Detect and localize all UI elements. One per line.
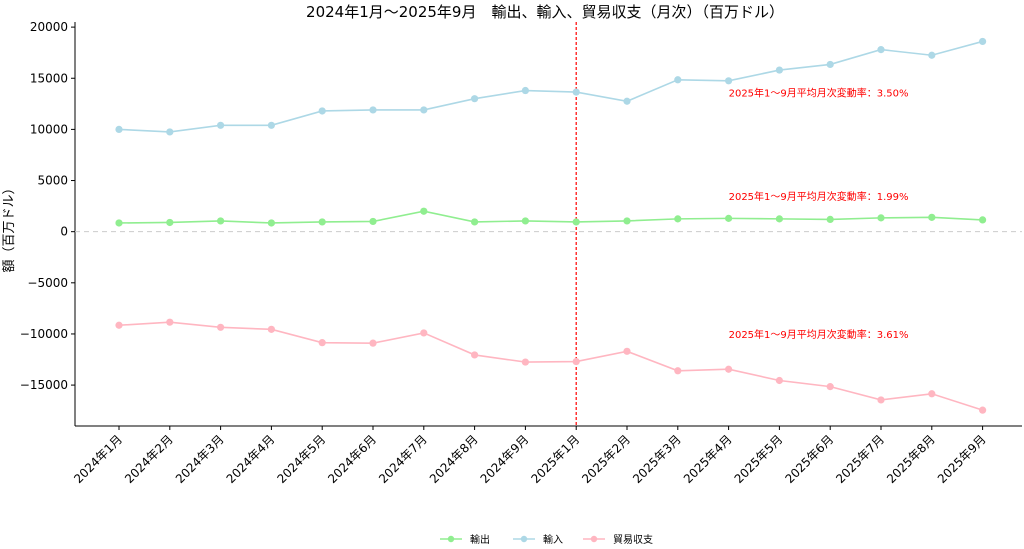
data-point bbox=[572, 88, 580, 96]
x-tick-label: 2024年8月 bbox=[427, 432, 481, 486]
y-tick-label: 0 bbox=[60, 225, 68, 239]
x-tick-label: 2024年1月 bbox=[71, 432, 125, 486]
data-point bbox=[979, 216, 987, 224]
x-tick-label: 2025年7月 bbox=[833, 432, 887, 486]
data-point bbox=[267, 219, 275, 227]
y-tick-label: −10000 bbox=[20, 327, 68, 341]
data-point bbox=[725, 365, 733, 373]
data-point bbox=[369, 217, 377, 226]
data-point bbox=[420, 106, 428, 114]
data-point bbox=[369, 339, 377, 347]
x-tick-label: 2025年6月 bbox=[782, 432, 836, 486]
y-tick-label: −5000 bbox=[27, 276, 68, 290]
data-point bbox=[115, 219, 123, 227]
data-point bbox=[826, 383, 834, 391]
y-tick-label: −15000 bbox=[20, 378, 68, 392]
y-tick-label: 15000 bbox=[30, 71, 68, 85]
x-tick-label: 2025年8月 bbox=[884, 432, 938, 486]
data-point bbox=[166, 318, 174, 326]
data-point bbox=[725, 214, 733, 222]
series-line bbox=[118, 321, 983, 411]
x-tick-label: 2024年7月 bbox=[376, 432, 430, 486]
legend-swatch-marker bbox=[520, 535, 528, 543]
data-point bbox=[318, 339, 326, 347]
y-tick-label: 10000 bbox=[30, 122, 68, 136]
data-point bbox=[775, 376, 784, 385]
data-point bbox=[725, 77, 733, 85]
x-tick-label: 2024年3月 bbox=[173, 432, 227, 486]
data-point bbox=[267, 325, 275, 333]
series-line bbox=[118, 40, 983, 133]
data-point bbox=[979, 37, 987, 46]
legend-entry-label: 輸入 bbox=[543, 533, 563, 546]
data-point bbox=[420, 329, 428, 337]
legend-swatch-marker bbox=[590, 535, 598, 543]
data-point bbox=[217, 121, 225, 129]
data-point bbox=[318, 218, 326, 226]
x-tick-label: 2025年5月 bbox=[732, 432, 786, 486]
data-point bbox=[521, 86, 530, 95]
x-tick-label: 2024年2月 bbox=[122, 432, 176, 486]
data-point bbox=[115, 321, 123, 329]
data-point bbox=[623, 97, 631, 105]
y-tick-label: 5000 bbox=[37, 174, 68, 188]
data-point bbox=[623, 217, 631, 225]
data-point bbox=[826, 60, 834, 69]
data-point bbox=[674, 76, 682, 84]
data-point bbox=[877, 214, 885, 222]
y-tick-label: 20000 bbox=[30, 20, 68, 34]
y-axis-label: 額（百万ドル） bbox=[2, 181, 17, 272]
data-point bbox=[623, 347, 631, 355]
data-point bbox=[928, 390, 936, 398]
data-point bbox=[471, 218, 479, 226]
data-point bbox=[521, 358, 530, 366]
data-point bbox=[420, 207, 428, 215]
data-point bbox=[369, 106, 377, 114]
data-point bbox=[674, 367, 682, 375]
x-tick-label: 2025年2月 bbox=[579, 432, 633, 486]
x-tick-label: 2025年9月 bbox=[935, 432, 989, 486]
data-point bbox=[674, 215, 682, 223]
data-point bbox=[928, 51, 936, 59]
data-point bbox=[775, 66, 784, 74]
x-tick-label: 2025年3月 bbox=[630, 432, 684, 486]
legend: 輸出 輸入 貿易収支 bbox=[440, 533, 653, 546]
data-point bbox=[166, 128, 174, 136]
rate-annotation: 2025年1～9月平均月次変動率：3.50% bbox=[729, 87, 909, 100]
data-point bbox=[217, 217, 225, 225]
data-point bbox=[979, 406, 987, 414]
data-point bbox=[928, 213, 936, 221]
data-point bbox=[166, 218, 174, 227]
data-point bbox=[877, 46, 885, 54]
data-point bbox=[217, 323, 225, 331]
chart-title: 2024年1月～2025年9月 輸出、輸入、貿易収支（月次）（百万ドル） bbox=[306, 3, 784, 21]
x-tick-label: 2025年4月 bbox=[681, 432, 735, 486]
legend-entry-label: 輸出 bbox=[470, 533, 490, 546]
data-point bbox=[775, 215, 784, 223]
data-point bbox=[267, 121, 275, 129]
x-tick-label: 2024年6月 bbox=[325, 432, 379, 486]
data-point bbox=[471, 95, 479, 103]
data-point bbox=[826, 215, 834, 223]
data-point bbox=[572, 218, 580, 226]
data-point bbox=[471, 351, 479, 359]
legend-entry-label: 貿易収支 bbox=[613, 534, 653, 546]
data-point bbox=[877, 396, 885, 404]
x-tick-label: 2024年4月 bbox=[224, 432, 278, 486]
data-point bbox=[318, 107, 326, 115]
data-point bbox=[572, 357, 580, 366]
x-tick-label: 2024年5月 bbox=[274, 432, 328, 486]
x-tick-label: 2025年1月 bbox=[528, 432, 582, 486]
rate-annotation: 2025年1～9月平均月次変動率：1.99% bbox=[729, 190, 909, 203]
rate-annotation: 2025年1～9月平均月次変動率：3.61% bbox=[729, 328, 909, 341]
data-point bbox=[115, 125, 123, 133]
legend-swatch-marker bbox=[447, 535, 455, 543]
plot-area: −15000 −10000 −5000 0 5000 10000 15000 20000 202… bbox=[20, 20, 1022, 486]
x-tick-label: 2024年9月 bbox=[478, 432, 532, 486]
series-line bbox=[118, 210, 983, 224]
data-point bbox=[521, 217, 530, 225]
